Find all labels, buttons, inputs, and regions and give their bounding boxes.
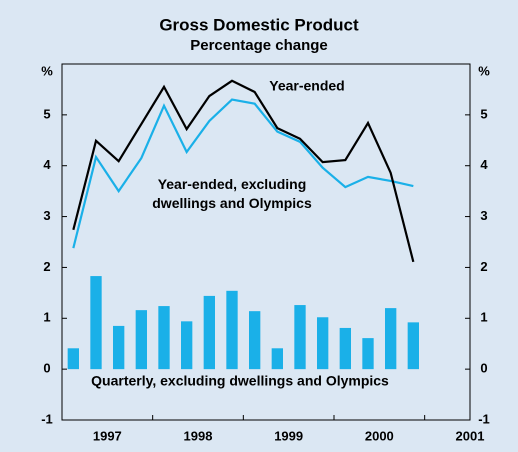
series-label: Quarterly, excluding dwellings and Olymp…	[91, 373, 389, 389]
y-tick-label-right: 4	[480, 157, 488, 172]
bar	[203, 295, 215, 370]
bar	[158, 306, 170, 370]
bar	[407, 322, 419, 370]
plot-frame	[61, 63, 471, 421]
chart-title: Gross Domestic Product	[159, 15, 359, 34]
bar	[249, 311, 261, 370]
bar	[271, 348, 283, 370]
y-tick-label: 5	[43, 106, 50, 121]
bar	[294, 305, 306, 370]
bar	[339, 327, 351, 370]
x-tick-label: 2001	[456, 428, 485, 443]
y-tick-label-right: 3	[480, 208, 487, 223]
y-tick-label: 0	[43, 361, 50, 376]
y-tick-label-right: -1	[478, 411, 490, 426]
series-label: Year-ended	[269, 78, 344, 94]
bar	[113, 325, 125, 370]
bar	[226, 290, 238, 370]
x-tick-label: 1999	[274, 428, 303, 443]
bar	[317, 317, 329, 370]
y-tick-label: 2	[43, 259, 50, 274]
bar	[385, 308, 397, 370]
bar	[135, 310, 147, 370]
y-tick-label: -1	[41, 411, 53, 426]
y-tick-label: 3	[43, 208, 50, 223]
line	[72, 98, 414, 249]
bar	[67, 348, 79, 370]
y-unit-right: %	[478, 63, 490, 78]
y-tick-label-right: 5	[480, 106, 487, 121]
x-tick-label: 2000	[365, 428, 394, 443]
y-unit-left: %	[41, 63, 53, 78]
y-tick-label-right: 0	[480, 361, 487, 376]
chart-subtitle: Percentage change	[190, 37, 328, 54]
bar	[181, 321, 193, 370]
y-tick-label-right: 1	[480, 310, 487, 325]
y-tick-label-right: 2	[480, 259, 487, 274]
y-tick-label: 4	[43, 157, 51, 172]
bar	[90, 276, 102, 370]
line	[72, 79, 415, 263]
bar	[362, 338, 374, 370]
series-label: Year-ended, excluding dwellings and Olym…	[152, 176, 312, 211]
y-tick-label: 1	[43, 310, 50, 325]
x-tick-label: 1998	[184, 428, 213, 443]
x-tick-label: 1997	[93, 428, 122, 443]
